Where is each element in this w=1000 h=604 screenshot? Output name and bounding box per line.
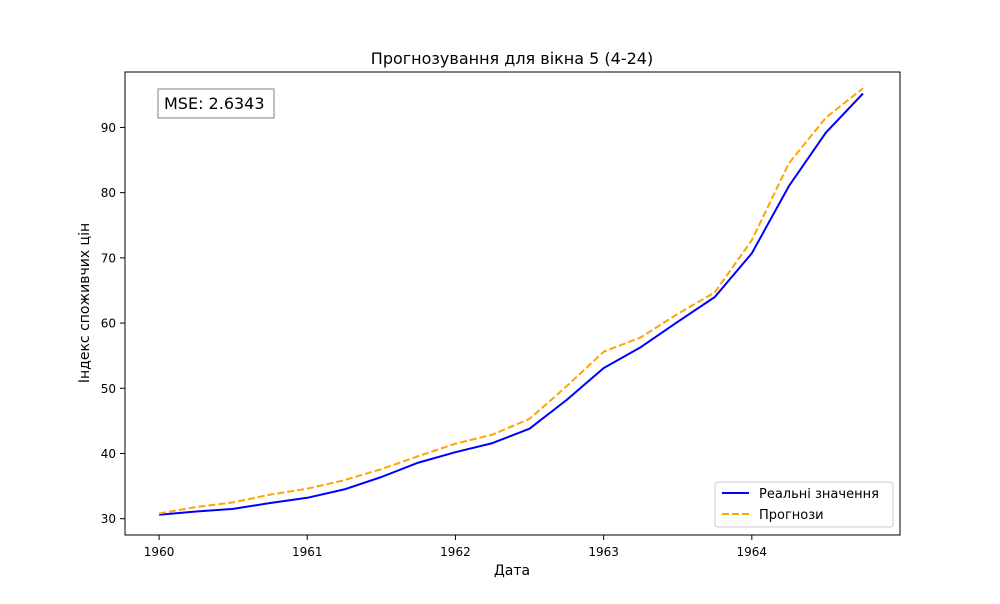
series-layer: [158, 87, 864, 516]
mse-annotation-text: MSE: 2.6343: [164, 94, 265, 113]
y-axis-label: Індекс споживчих цін: [77, 223, 93, 383]
plot-frame: [124, 71, 901, 536]
legend-label-real: Реальні значення: [759, 487, 879, 502]
y-tick-label: 90: [101, 121, 116, 135]
x-axis-label: Дата: [494, 563, 530, 579]
y-tick-label: 60: [101, 317, 116, 331]
y-tick-label: 40: [101, 447, 116, 461]
mse-annotation-box: [157, 88, 275, 119]
x-tick-label: 1961: [292, 545, 323, 559]
y-tick-label: 70: [101, 251, 116, 265]
y-tick-label: 80: [101, 186, 116, 200]
x-tick-label: 1962: [440, 545, 471, 559]
mse-annotation: MSE: 2.6343: [157, 88, 275, 119]
x-tick-label: 1963: [588, 545, 619, 559]
legend-box: [714, 481, 894, 528]
y-tick-label: 30: [101, 512, 116, 526]
chart-title: Прогнозування для вікна 5 (4-24): [371, 49, 653, 68]
x-axis-ticks: 1960 1961 1962 1963 1964: [144, 535, 767, 559]
x-tick-label: 1964: [737, 545, 768, 559]
series-line-real: [159, 92, 864, 516]
legend-label-forecast: Прогнози: [759, 508, 824, 523]
y-axis-ticks: 30 40 50 60 70 80 90: [101, 121, 125, 526]
legend: Реальні значення Прогнози: [714, 481, 894, 528]
y-tick-label: 50: [101, 382, 116, 396]
series-line-forecast: [158, 87, 864, 515]
x-tick-label: 1960: [144, 545, 175, 559]
